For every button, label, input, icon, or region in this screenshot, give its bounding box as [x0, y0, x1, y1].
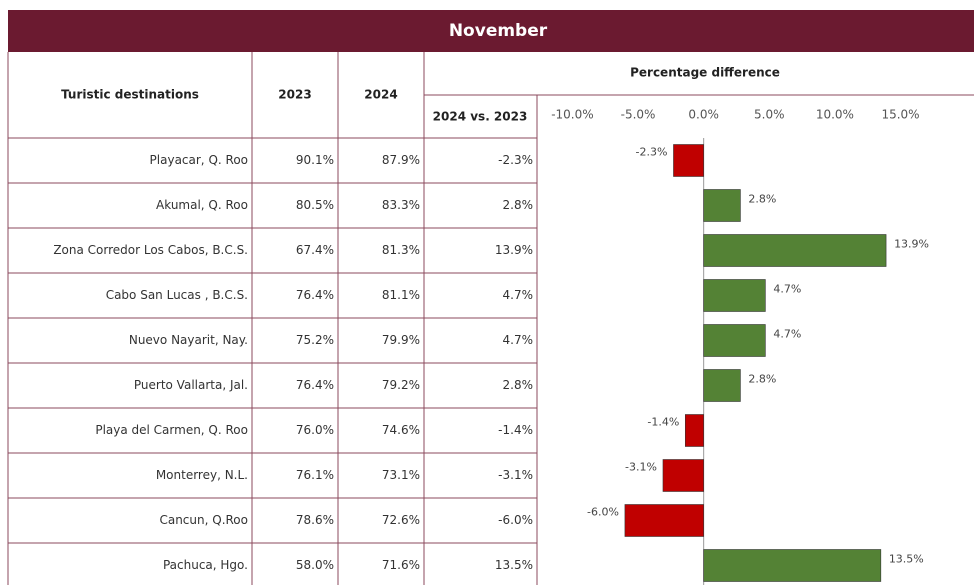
cell: 72.6%	[382, 513, 420, 527]
cell: Puerto Vallarta, Jal.	[134, 378, 248, 392]
cell: -6.0%	[498, 513, 533, 527]
cell: 2.8%	[503, 198, 534, 212]
cell: 76.1%	[296, 468, 334, 482]
cell: 13.5%	[495, 558, 533, 572]
header: 2023	[278, 88, 311, 102]
cell: 67.4%	[296, 243, 334, 257]
cell: 83.3%	[382, 198, 420, 212]
bar	[662, 459, 704, 492]
x-tick-label: -10.0%	[551, 108, 593, 122]
x-tick-label: 10.0%	[816, 108, 854, 122]
data-label: 13.9%	[894, 238, 929, 251]
cell: Nuevo Nayarit, Nay.	[129, 333, 248, 347]
cell: Zona Corredor Los Cabos, B.C.S.	[53, 243, 248, 257]
cell: 71.6%	[382, 558, 420, 572]
cell: 79.2%	[382, 378, 420, 392]
data-label: -1.4%	[647, 416, 679, 429]
header: 2024	[364, 88, 397, 102]
x-tick-label: -5.0%	[621, 108, 656, 122]
cell: 73.1%	[382, 468, 420, 482]
cell: 90.1%	[296, 153, 334, 167]
cell: Akumal, Q. Roo	[156, 198, 248, 212]
cell: 87.9%	[382, 153, 420, 167]
cell: 75.2%	[296, 333, 334, 347]
data-label: 13.5%	[889, 553, 924, 566]
bar	[703, 279, 766, 312]
bar	[703, 549, 882, 582]
cell: 13.9%	[495, 243, 533, 257]
cell: 81.3%	[382, 243, 420, 257]
data-label: -6.0%	[587, 506, 619, 519]
cell: -2.3%	[498, 153, 533, 167]
bar	[703, 189, 741, 222]
bar	[624, 504, 704, 537]
cell: Monterrey, N.L.	[156, 468, 248, 482]
cell: 76.4%	[296, 378, 334, 392]
data-label: -3.1%	[625, 461, 657, 474]
cell: 76.0%	[296, 423, 334, 437]
bar	[684, 414, 704, 447]
cell: -3.1%	[498, 468, 533, 482]
cell: 4.7%	[503, 288, 534, 302]
header: Turistic destinations	[61, 88, 199, 102]
cell: 74.6%	[382, 423, 420, 437]
cell: -1.4%	[498, 423, 533, 437]
chart-title: Percentage difference	[630, 66, 780, 80]
bar	[673, 144, 704, 177]
data-label: 2.8%	[748, 373, 776, 386]
cell: 81.1%	[382, 288, 420, 302]
cell: 58.0%	[296, 558, 334, 572]
cell: 78.6%	[296, 513, 334, 527]
bar	[703, 369, 741, 402]
header: 2024 vs. 2023	[433, 110, 528, 124]
cell: Playacar, Q. Roo	[150, 153, 248, 167]
cell: Cancun, Q.Roo	[159, 513, 248, 527]
cell: 80.5%	[296, 198, 334, 212]
x-tick-label: 5.0%	[754, 108, 785, 122]
data-label: 4.7%	[773, 328, 801, 341]
data-label: -2.3%	[636, 146, 668, 159]
title-band	[8, 10, 974, 52]
x-tick-label: 15.0%	[881, 108, 919, 122]
cell: Playa del Carmen, Q. Roo	[95, 423, 248, 437]
cell: 2.8%	[503, 378, 534, 392]
cell: Cabo San Lucas , B.C.S.	[106, 288, 248, 302]
x-tick-label: 0.0%	[688, 108, 719, 122]
cell: Pachuca, Hgo.	[163, 558, 248, 572]
title: November	[449, 21, 548, 41]
cell: 76.4%	[296, 288, 334, 302]
data-label: 4.7%	[773, 283, 801, 296]
bar	[703, 324, 766, 357]
data-label: 2.8%	[748, 193, 776, 206]
cell: 79.9%	[382, 333, 420, 347]
cell: 4.7%	[503, 333, 534, 347]
bar	[703, 234, 887, 267]
